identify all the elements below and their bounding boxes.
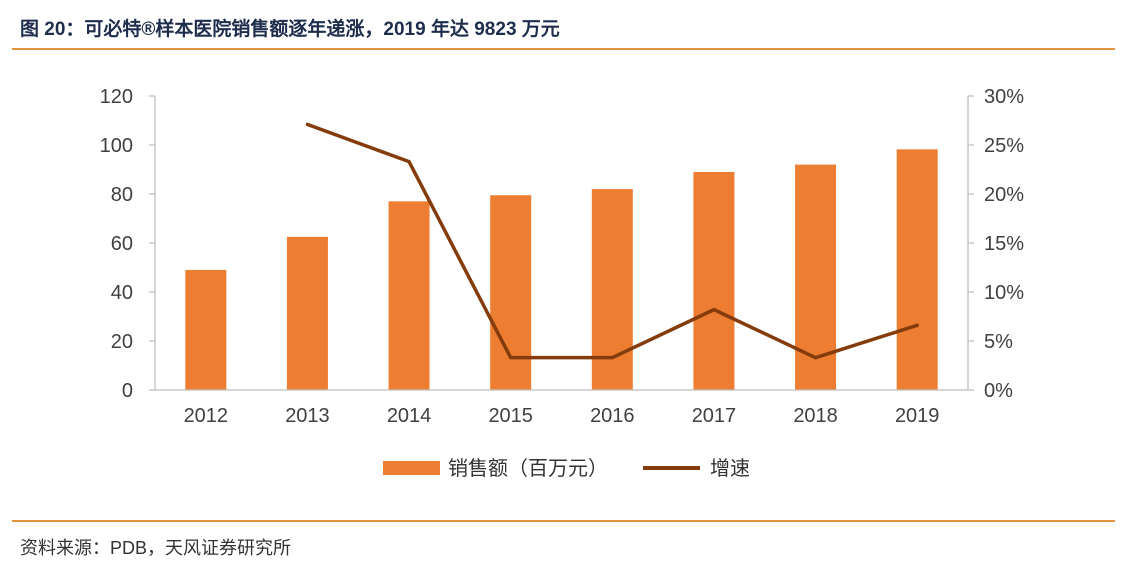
bar-2012 xyxy=(185,269,227,390)
x-tick-label: 2016 xyxy=(590,405,635,427)
left-axis-ticks: 0 20 40 60 80 100 120 xyxy=(100,86,155,402)
bar-2015 xyxy=(490,195,532,390)
left-tick-label: 40 xyxy=(111,282,133,304)
x-tick-label: 2015 xyxy=(488,405,533,427)
chart-axes xyxy=(154,96,969,391)
x-tick-label: 2014 xyxy=(387,405,432,427)
right-tick-label: 30% xyxy=(984,86,1024,108)
source-note: 资料来源：PDB，天风证券研究所 xyxy=(20,538,292,558)
left-tick-label: 20 xyxy=(111,331,133,353)
x-tick-label: 2012 xyxy=(184,405,229,427)
legend-bar-label: 销售额（百万元） xyxy=(448,457,608,480)
bar-2019 xyxy=(896,149,938,390)
legend-line-label: 增速 xyxy=(710,457,750,480)
legend-bar-swatch xyxy=(383,461,440,475)
bar-2016 xyxy=(591,189,633,390)
right-tick-label: 25% xyxy=(984,135,1024,157)
left-tick-label: 100 xyxy=(100,135,133,157)
bar-2017 xyxy=(693,171,735,390)
chart-legend: 销售额（百万元） 增速 xyxy=(383,457,750,480)
figure-title: 图 20：可必特®样本医院销售额逐年递涨，2019 年达 9823 万元 xyxy=(20,19,560,40)
right-tick-label: 0% xyxy=(984,380,1013,402)
left-tick-label: 80 xyxy=(111,184,133,206)
right-tick-label: 15% xyxy=(984,233,1024,255)
right-tick-label: 5% xyxy=(984,331,1013,353)
line-series xyxy=(305,122,919,360)
left-tick-label: 120 xyxy=(100,86,133,108)
bar-2014 xyxy=(388,201,430,390)
right-tick-label: 10% xyxy=(984,282,1024,304)
right-axis-ticks: 0% 5% 10% 15% 20% 25% 30% xyxy=(968,86,1024,402)
source-divider xyxy=(12,520,1115,522)
right-tick-label: 20% xyxy=(984,184,1024,206)
left-tick-label: 60 xyxy=(111,233,133,255)
x-tick-label: 2019 xyxy=(895,405,940,427)
x-tick-label: 2013 xyxy=(285,405,330,427)
growth-line xyxy=(305,122,919,360)
x-axis-ticks: 2012 2013 2014 2015 2016 2017 2018 2019 xyxy=(184,405,940,427)
x-tick-label: 2018 xyxy=(793,405,838,427)
bar-2013 xyxy=(286,236,328,390)
x-tick-label: 2017 xyxy=(692,405,737,427)
sales-growth-chart: 0 20 40 60 80 100 120 0% 5% 10% 15% 20% 25% 30% 2012… xyxy=(100,86,1025,480)
title-divider xyxy=(12,48,1115,50)
left-tick-label: 0 xyxy=(122,380,133,402)
